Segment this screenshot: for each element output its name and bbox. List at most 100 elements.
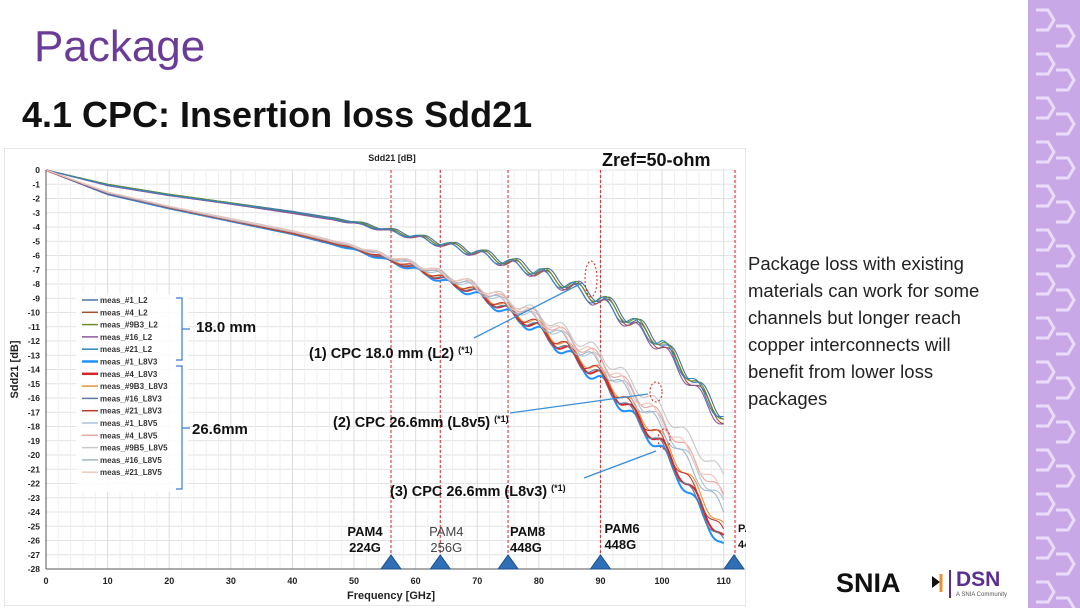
- band-pattern-mark: [1056, 508, 1076, 532]
- dsn-logo-text: DSN: [956, 568, 1001, 591]
- band-pattern-mark: [1056, 112, 1076, 136]
- y-tick-label: -5: [32, 236, 40, 246]
- x-axis-label: Frequency [GHz]: [347, 590, 435, 602]
- series-line: [45, 169, 725, 513]
- band-pattern-mark: [1036, 184, 1056, 208]
- y-tick-label: -20: [28, 450, 41, 460]
- callout-text: (1) CPC 18.0 mm (L2): [309, 346, 458, 362]
- x-tick-label: 70: [472, 576, 482, 586]
- legend-label: meas_#16_L8V3: [100, 394, 162, 403]
- band-pattern-mark: [1056, 420, 1076, 444]
- band-pattern-mark: [1056, 288, 1076, 312]
- callout-note: (*1): [551, 483, 566, 493]
- marker-sublabel: 448G: [738, 539, 746, 551]
- band-pattern-mark: [1036, 404, 1056, 428]
- x-tick-label: 10: [103, 576, 113, 586]
- y-tick-label: -18: [28, 422, 41, 432]
- y-tick-label: -15: [28, 379, 41, 389]
- y-tick-label: -22: [28, 479, 41, 489]
- callout-arrow: [583, 450, 657, 479]
- band-pattern-mark: [1056, 596, 1076, 608]
- y-tick-label: -17: [28, 407, 41, 417]
- y-tick-label: -6: [32, 251, 40, 261]
- dsn-logo-subtext: A SNIA Community: [956, 592, 1008, 598]
- group-bracket: [176, 297, 190, 361]
- x-tick-label: 0: [43, 576, 48, 586]
- frequency-marker-triangle: [380, 554, 402, 570]
- legend-label: meas_#9B3_L8V3: [100, 382, 168, 391]
- x-tick-label: 40: [287, 576, 297, 586]
- legend-label: meas_#21_L2: [100, 345, 153, 354]
- band-pattern-mark: [1056, 244, 1076, 268]
- callout-note: (*1): [458, 345, 473, 355]
- band-pattern-mark: [1036, 272, 1056, 296]
- y-tick-label: -4: [32, 222, 40, 232]
- callout-label: (1) CPC 18.0 mm (L2) (*1): [309, 345, 473, 362]
- group-bracket: [176, 365, 190, 490]
- band-pattern-mark: [1036, 228, 1056, 252]
- y-tick-label: -13: [28, 350, 41, 360]
- x-tick-label: 90: [595, 576, 605, 586]
- x-tick-label: 60: [411, 576, 421, 586]
- y-tick-label: -28: [28, 564, 41, 574]
- frequency-marker-triangle: [723, 554, 745, 570]
- slide-title: Package: [34, 22, 206, 71]
- band-pattern-mark: [1056, 200, 1076, 224]
- legend-label: meas_#9B3_L2: [100, 321, 158, 330]
- decorative-side-band: [1028, 0, 1080, 608]
- legend-label: meas_#21_L8V3: [100, 407, 162, 416]
- chart-title: Sdd21 [dB]: [368, 153, 416, 163]
- y-tick-label: -12: [28, 336, 41, 346]
- y-tick-label: -27: [28, 550, 41, 560]
- marker-label: PAM8: [510, 524, 545, 539]
- x-tick-label: 110: [716, 576, 731, 586]
- callout-text: (2) CPC 26.6mm (L8v5): [333, 415, 494, 431]
- y-tick-label: -3: [32, 208, 40, 218]
- y-tick-label: -24: [28, 507, 41, 517]
- band-pattern-mark: [1036, 8, 1056, 32]
- callout-text: (3) CPC 26.6mm (L8v3): [390, 484, 551, 500]
- y-tick-label: -16: [28, 393, 41, 403]
- footer-logo: SNIA DSN A SNIA Community: [832, 568, 1022, 604]
- y-tick-label: -19: [28, 436, 41, 446]
- y-tick-label: -21: [28, 464, 41, 474]
- band-pattern-mark: [1056, 464, 1076, 488]
- marker-label: PAM6: [604, 521, 639, 536]
- series-line: [45, 169, 724, 418]
- legend-label: meas_#16_L8V5: [100, 456, 162, 465]
- y-tick-label: -9: [32, 293, 40, 303]
- series-line: [45, 169, 725, 498]
- group-label-26mm: 26.6mm: [192, 421, 248, 438]
- band-pattern-mark: [1056, 376, 1076, 400]
- band-pattern-mark: [1056, 68, 1076, 92]
- callout-note: (*1): [494, 414, 509, 424]
- y-tick-label: -7: [32, 265, 40, 275]
- marker-label: PAM4: [738, 523, 746, 535]
- marker-sublabel: 448G: [604, 537, 636, 552]
- legend-label: meas_#1_L8V5: [100, 419, 158, 428]
- band-pattern-mark: [1036, 492, 1056, 516]
- description-text: Package loss with existing materials can…: [748, 253, 980, 409]
- marker-sublabel: 448G: [510, 540, 542, 555]
- frequency-marker-triangle: [429, 554, 452, 570]
- series-line: [45, 169, 725, 539]
- callout-highlight-ellipse: [584, 260, 598, 298]
- legend-label: meas_#1_L2: [100, 296, 148, 305]
- y-tick-label: -26: [28, 536, 41, 546]
- band-pattern-mark: [1036, 316, 1056, 340]
- group-label-18mm: 18.0 mm: [196, 319, 256, 336]
- zref-annotation: Zref=50-ohm: [602, 150, 711, 170]
- band-pattern-mark: [1036, 580, 1056, 604]
- y-axis-label: Sdd21 [dB]: [9, 340, 21, 398]
- callout-label: (2) CPC 26.6mm (L8v5) (*1): [333, 414, 509, 431]
- band-pattern-mark: [1056, 24, 1076, 48]
- legend-label: meas_#1_L8V3: [100, 358, 158, 367]
- legend-label: meas_#4_L8V3: [100, 370, 158, 379]
- legend-label: meas_#21_L8V5: [100, 468, 162, 477]
- y-tick-label: -11: [28, 322, 40, 332]
- snia-logo-text: SNIA: [836, 568, 901, 598]
- legend-label: meas_#4_L8V5: [100, 431, 158, 440]
- marker-label: PAM4: [429, 524, 463, 539]
- band-pattern-mark: [1056, 552, 1076, 576]
- band-pattern-mark: [1036, 536, 1056, 560]
